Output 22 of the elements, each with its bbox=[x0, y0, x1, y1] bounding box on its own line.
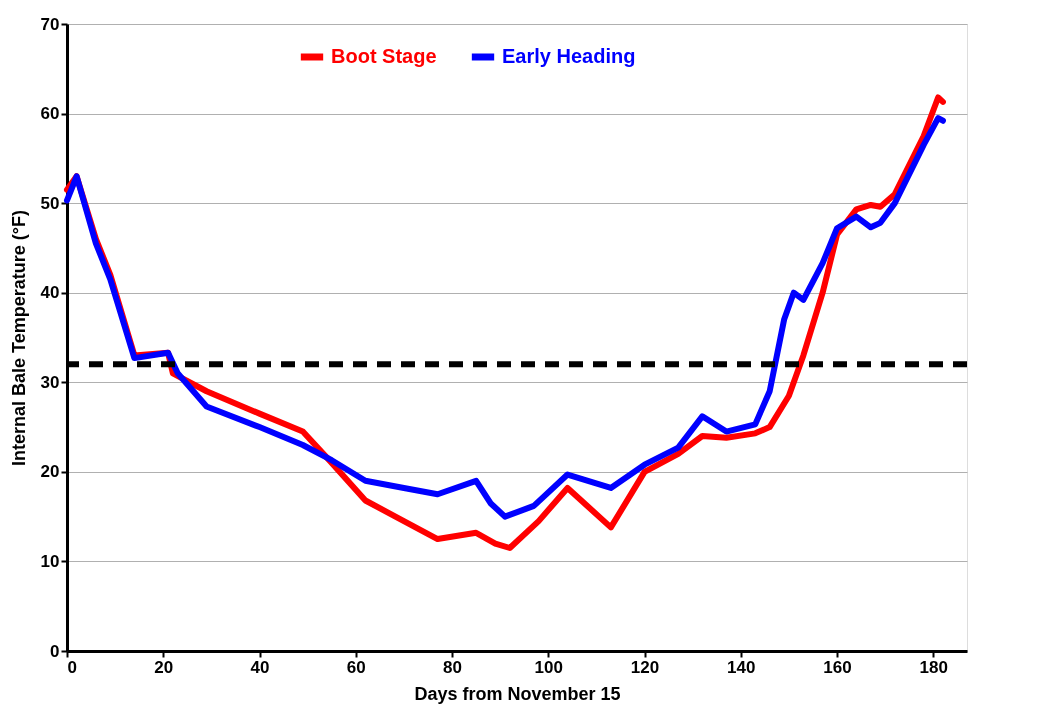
x-axis-title: Days from November 15 bbox=[414, 683, 621, 704]
y-tick-label: 50 bbox=[40, 193, 60, 213]
y-axis-title: Internal Bale Temperature (°F) bbox=[8, 210, 29, 466]
x-tick-label: 40 bbox=[250, 657, 270, 677]
x-tick-label: 0 bbox=[67, 657, 77, 677]
y-tick-label: 30 bbox=[40, 372, 60, 392]
legend-label: Early Heading bbox=[502, 45, 636, 67]
y-tick-label: 10 bbox=[40, 551, 60, 571]
x-tick-label: 100 bbox=[534, 657, 563, 677]
y-tick-label: 70 bbox=[40, 14, 60, 34]
x-tick-label: 80 bbox=[443, 657, 462, 677]
x-tick-label: 120 bbox=[630, 657, 660, 677]
y-tick-label: 40 bbox=[40, 283, 60, 303]
y-tick-label: 20 bbox=[40, 462, 60, 482]
x-tick-label: 160 bbox=[823, 657, 852, 677]
y-tick-label: 0 bbox=[50, 641, 60, 661]
y-tick-label: 60 bbox=[40, 104, 60, 124]
x-tick-label: 180 bbox=[919, 657, 948, 677]
x-tick-label: 60 bbox=[346, 657, 366, 677]
x-tick-label: 140 bbox=[727, 657, 756, 677]
x-tick-label: 20 bbox=[154, 657, 174, 677]
legend-label: Boot Stage bbox=[331, 45, 437, 67]
